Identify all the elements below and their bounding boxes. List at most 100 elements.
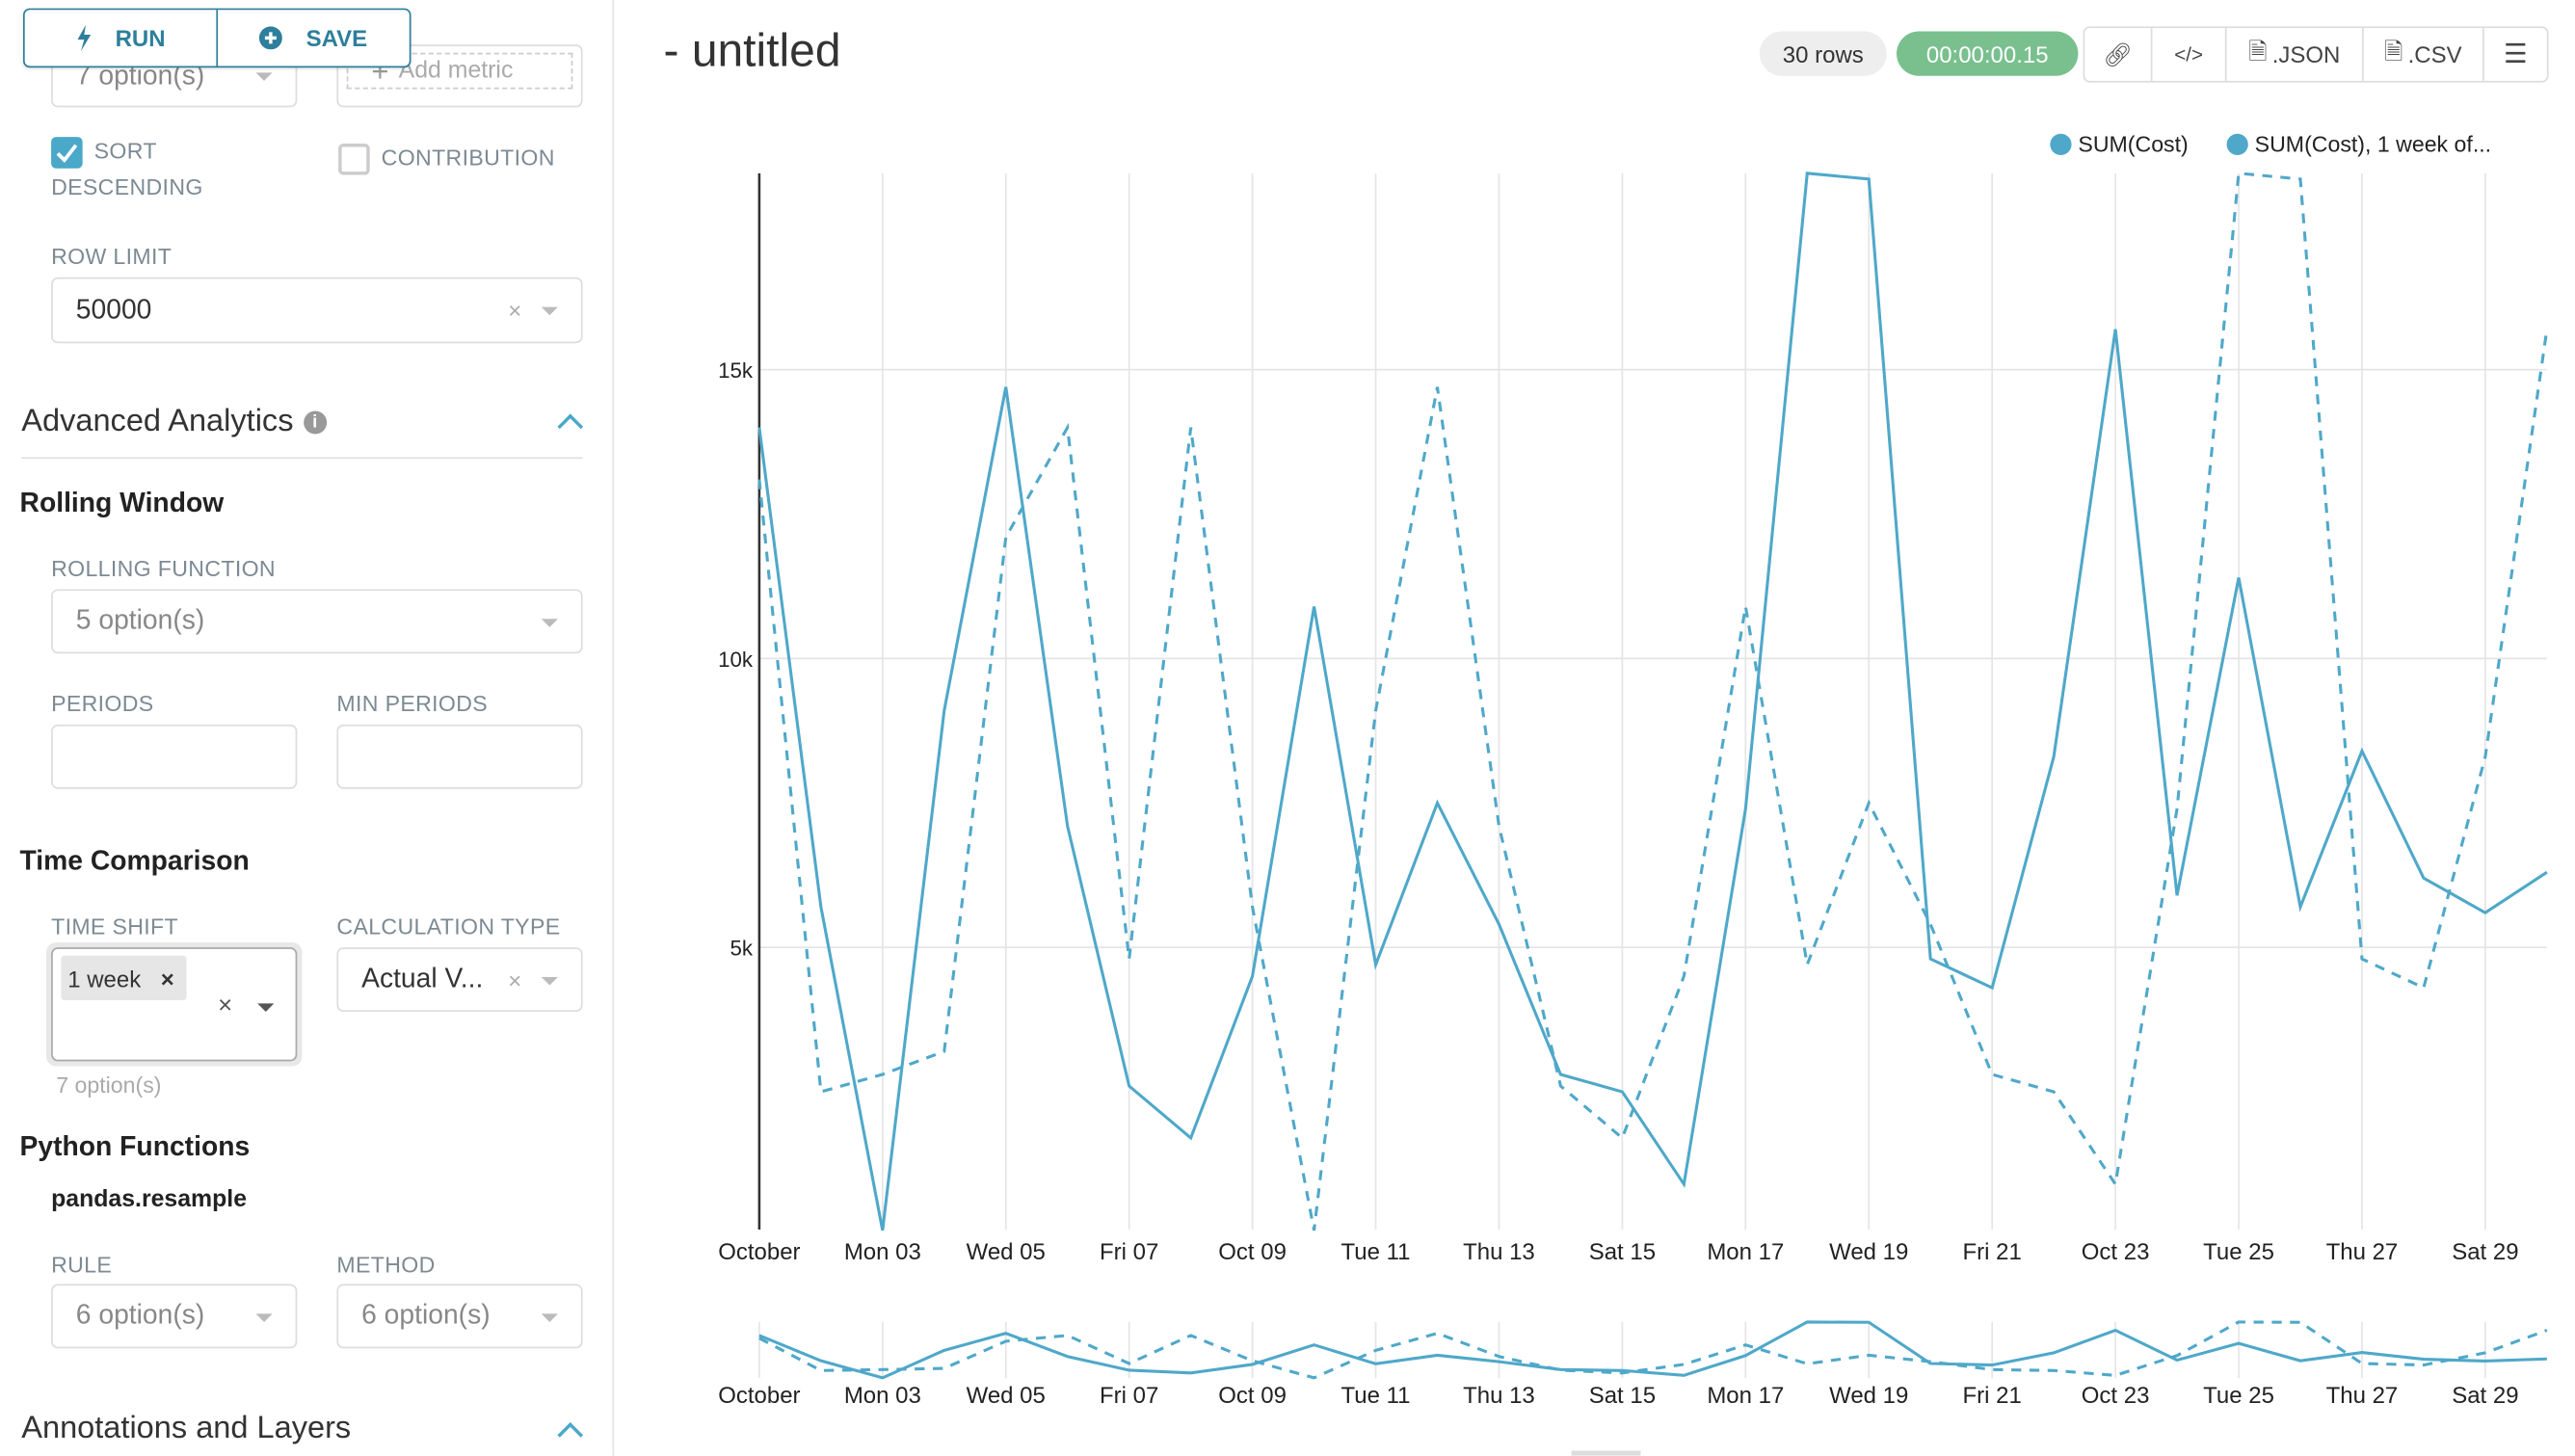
hamburger-icon: ☰ bbox=[2504, 40, 2528, 69]
add-metric-label: Add metric bbox=[398, 57, 514, 85]
legend-item-sum-cost[interactable]: SUM(Cost) bbox=[2050, 132, 2189, 157]
periods-input[interactable] bbox=[51, 724, 298, 789]
chevron-up-icon[interactable] bbox=[557, 413, 584, 440]
calculation-type-value: Actual V... bbox=[361, 964, 484, 994]
page-title: - untitled bbox=[663, 24, 841, 76]
plus-circle-icon bbox=[259, 26, 283, 50]
rule-select[interactable]: 6 option(s) bbox=[51, 1284, 298, 1349]
chevron-down-icon bbox=[541, 1312, 558, 1322]
calculation-type-select[interactable]: Actual V... × bbox=[336, 947, 583, 1012]
y-tick-label: 10k bbox=[718, 648, 754, 672]
embed-button[interactable]: </> bbox=[2150, 28, 2225, 81]
min-periods-input[interactable] bbox=[336, 724, 583, 789]
rule-placeholder: 6 option(s) bbox=[75, 1300, 205, 1331]
mini-x-tick-label: Thu 27 bbox=[2326, 1383, 2399, 1409]
time-shift-tag: 1 week × bbox=[61, 955, 187, 1000]
min-periods-label: MIN PERIODS bbox=[336, 691, 489, 717]
csv-label: .CSV bbox=[2407, 40, 2462, 68]
mini-x-tick-label: Tue 25 bbox=[2203, 1383, 2274, 1409]
x-tick-label: Fri 21 bbox=[1963, 1239, 2022, 1265]
clear-icon[interactable]: × bbox=[218, 992, 233, 1020]
x-tick-label: Mon 17 bbox=[1707, 1239, 1784, 1265]
legend-item-sum-cost-1-week[interactable]: SUM(Cost), 1 week of... bbox=[2226, 132, 2491, 157]
sort-descending-label-1: SORT bbox=[93, 138, 157, 164]
mini-x-tick-label: Mon 17 bbox=[1707, 1383, 1784, 1409]
x-tick-label: Tue 11 bbox=[1341, 1239, 1411, 1265]
mini-x-tick-label: Sat 29 bbox=[2452, 1383, 2518, 1409]
rolling-window-title: Rolling Window bbox=[19, 488, 225, 518]
contribution-checkbox[interactable] bbox=[338, 144, 370, 175]
remove-tag-icon[interactable]: × bbox=[160, 965, 174, 992]
rows-badge: 30 rows bbox=[1759, 31, 1887, 76]
x-tick-label: October bbox=[718, 1239, 800, 1265]
mini-x-tick-label: Tue 11 bbox=[1341, 1383, 1411, 1409]
x-tick-label: Mon 03 bbox=[844, 1239, 921, 1265]
checkmark-icon bbox=[56, 144, 78, 163]
python-functions-subtitle: pandas.resample bbox=[51, 1186, 248, 1213]
mini-x-tick-label: Wed 19 bbox=[1829, 1383, 1908, 1409]
x-tick-label: Tue 25 bbox=[2203, 1239, 2274, 1265]
divider bbox=[21, 457, 583, 460]
run-button[interactable]: RUN bbox=[25, 10, 217, 66]
rule-label: RULE bbox=[51, 1253, 113, 1278]
sort-descending-checkbox[interactable] bbox=[51, 137, 83, 169]
code-icon: </> bbox=[2174, 42, 2204, 66]
x-tick-label: Oct 23 bbox=[2082, 1239, 2150, 1265]
link-icon: 🔗︎ bbox=[2103, 40, 2133, 67]
series-line-1 bbox=[757, 172, 2548, 1231]
clear-icon[interactable]: × bbox=[508, 966, 522, 993]
x-tick-label: Sat 15 bbox=[1589, 1239, 1656, 1265]
mini-x-tick-label: Mon 03 bbox=[844, 1383, 921, 1409]
row-limit-select[interactable]: 50000 × bbox=[51, 277, 583, 344]
run-label: RUN bbox=[115, 24, 166, 52]
annotations-header[interactable]: Annotations and Layers bbox=[21, 1411, 352, 1446]
y-tick-label: 5k bbox=[730, 937, 754, 961]
periods-label: PERIODS bbox=[51, 691, 154, 717]
file-code-icon: 🗎︎ bbox=[2248, 38, 2268, 65]
x-tick-label: Sat 29 bbox=[2452, 1239, 2518, 1265]
sort-descending-label-2: DESCENDING bbox=[51, 174, 203, 200]
x-tick-label: Thu 13 bbox=[1463, 1239, 1535, 1265]
calculation-type-label: CALCULATION TYPE bbox=[336, 913, 561, 940]
time-shift-label: TIME SHIFT bbox=[51, 913, 178, 940]
save-label: SAVE bbox=[305, 24, 368, 52]
advanced-analytics-header[interactable]: Advanced Analytics i bbox=[21, 404, 327, 441]
json-label: .JSON bbox=[2271, 40, 2341, 68]
advanced-analytics-title: Advanced Analytics bbox=[21, 404, 294, 439]
time-shift-tag-label: 1 week bbox=[67, 965, 142, 992]
rolling-function-select[interactable]: 5 option(s) bbox=[51, 589, 583, 654]
control-panel: 7 option(s) + Add metric RUN SAVE SORT D… bbox=[0, 0, 615, 1456]
chart-area: - untitled 30 rows 00:00:00.15 🔗︎ </> 🗎︎… bbox=[614, 0, 2575, 1456]
chevron-down-icon bbox=[257, 1003, 275, 1012]
series-line-2 bbox=[757, 172, 2549, 1231]
legend-label: SUM(Cost) bbox=[2078, 132, 2189, 157]
chevron-down-icon bbox=[541, 306, 558, 316]
json-button[interactable]: 🗎︎ .JSON bbox=[2224, 28, 2362, 81]
mini-x-tick-label: Wed 05 bbox=[967, 1383, 1046, 1409]
time-comparison-title: Time Comparison bbox=[19, 846, 250, 877]
x-tick-label: Wed 05 bbox=[967, 1239, 1046, 1265]
row-limit-label: ROW LIMIT bbox=[51, 244, 173, 270]
link-button[interactable]: 🔗︎ bbox=[2084, 28, 2151, 81]
menu-button[interactable]: ☰ bbox=[2482, 28, 2547, 81]
line-chart: October October Mon 03 Mon 03 Wed 05 Wed 05 Fr… bbox=[718, 172, 2549, 1456]
run-save-group: RUN SAVE bbox=[22, 8, 411, 68]
mini-x-tick-label: Fri 21 bbox=[1963, 1383, 2022, 1409]
x-tick-label: Oct 09 bbox=[1218, 1239, 1287, 1265]
mini-series-line-1 bbox=[758, 1320, 2547, 1380]
time-shift-hint: 7 option(s) bbox=[56, 1072, 162, 1099]
time-shift-multiselect[interactable]: 1 week × × bbox=[51, 947, 298, 1062]
mini-x-tick-label: Oct 23 bbox=[2082, 1383, 2150, 1409]
method-placeholder: 6 option(s) bbox=[361, 1300, 491, 1331]
mini-x-tick-label: Sat 15 bbox=[1589, 1383, 1656, 1409]
method-select[interactable]: 6 option(s) bbox=[336, 1284, 583, 1349]
bolt-icon bbox=[77, 24, 91, 52]
save-button[interactable]: SAVE bbox=[216, 10, 409, 66]
y-tick-label: 15k bbox=[718, 358, 754, 383]
method-label: METHOD bbox=[336, 1253, 436, 1278]
clear-icon[interactable]: × bbox=[508, 297, 522, 324]
x-tick-label: Fri 07 bbox=[1100, 1239, 1158, 1265]
csv-button[interactable]: 🗎︎ .CSV bbox=[2362, 28, 2482, 81]
mini-x-tick-label: Thu 13 bbox=[1463, 1383, 1535, 1409]
chevron-up-icon[interactable] bbox=[557, 1421, 584, 1448]
